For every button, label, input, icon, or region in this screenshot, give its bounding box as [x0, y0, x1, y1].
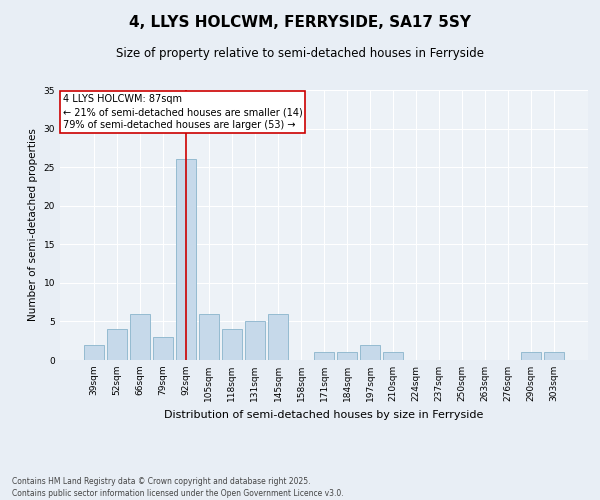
Bar [176, 160, 196, 360]
Bar [222, 329, 242, 360]
X-axis label: Distribution of semi-detached houses by size in Ferryside: Distribution of semi-detached houses by … [164, 410, 484, 420]
Bar [84, 344, 104, 360]
Bar [199, 314, 218, 360]
Text: 4, LLYS HOLCWM, FERRYSIDE, SA17 5SY: 4, LLYS HOLCWM, FERRYSIDE, SA17 5SY [129, 15, 471, 30]
Bar [544, 352, 564, 360]
Bar [153, 337, 173, 360]
Bar [314, 352, 334, 360]
Bar [383, 352, 403, 360]
Text: 4 LLYS HOLCWM: 87sqm
← 21% of semi-detached houses are smaller (14)
79% of semi-: 4 LLYS HOLCWM: 87sqm ← 21% of semi-detac… [62, 94, 302, 130]
Bar [360, 344, 380, 360]
Bar [337, 352, 357, 360]
Bar [245, 322, 265, 360]
Bar [130, 314, 149, 360]
Bar [268, 314, 288, 360]
Y-axis label: Number of semi-detached properties: Number of semi-detached properties [28, 128, 38, 322]
Text: Size of property relative to semi-detached houses in Ferryside: Size of property relative to semi-detach… [116, 48, 484, 60]
Bar [521, 352, 541, 360]
Text: Contains HM Land Registry data © Crown copyright and database right 2025.
Contai: Contains HM Land Registry data © Crown c… [12, 476, 344, 498]
Bar [107, 329, 127, 360]
